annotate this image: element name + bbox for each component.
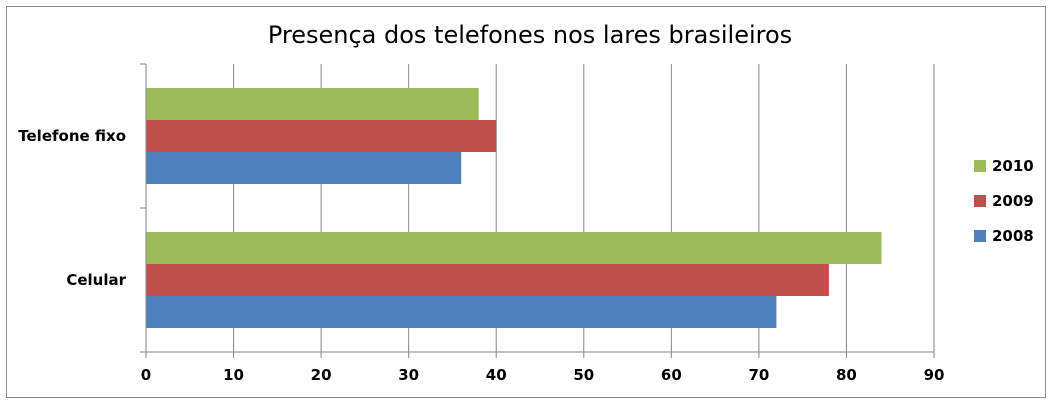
category-labels: Telefone fixo Celular bbox=[18, 127, 126, 289]
legend-label-2010: 2010 bbox=[992, 157, 1034, 175]
legend: 2010 2009 2008 bbox=[974, 157, 1034, 245]
x-tick-label-70: 70 bbox=[748, 366, 769, 384]
x-tick-label-30: 30 bbox=[398, 366, 419, 384]
category-label-telefone-fixo: Telefone fixo bbox=[18, 127, 126, 145]
legend-swatch-2009 bbox=[974, 195, 986, 207]
bars bbox=[146, 88, 882, 328]
bar-celular-2008 bbox=[146, 296, 777, 328]
x-tick-label-20: 20 bbox=[311, 366, 332, 384]
legend-swatch-2010 bbox=[974, 160, 986, 172]
x-tick-label-80: 80 bbox=[836, 366, 857, 384]
x-tick-label-90: 90 bbox=[924, 366, 945, 384]
axes bbox=[140, 63, 935, 358]
x-tick-label-40: 40 bbox=[486, 366, 507, 384]
x-tick-label-0: 0 bbox=[141, 366, 151, 384]
x-tick-label-50: 50 bbox=[573, 366, 594, 384]
x-tick-labels: 0 10 20 30 40 50 60 70 80 90 bbox=[141, 366, 945, 384]
category-label-celular: Celular bbox=[66, 271, 126, 289]
x-tick-label-10: 10 bbox=[223, 366, 244, 384]
legend-swatch-2008 bbox=[974, 230, 986, 242]
legend-label-2008: 2008 bbox=[992, 227, 1034, 245]
bar-celular-2009 bbox=[146, 264, 829, 296]
bar-telefone-fixo-2010 bbox=[146, 88, 479, 120]
x-tick-label-60: 60 bbox=[661, 366, 682, 384]
chart-frame bbox=[6, 6, 1046, 398]
chart-title: Presença dos telefones nos lares brasile… bbox=[268, 21, 792, 49]
bar-telefone-fixo-2008 bbox=[146, 152, 462, 184]
bar-telefone-fixo-2009 bbox=[146, 120, 497, 152]
bar-celular-2010 bbox=[146, 232, 882, 264]
legend-label-2009: 2009 bbox=[992, 192, 1034, 210]
